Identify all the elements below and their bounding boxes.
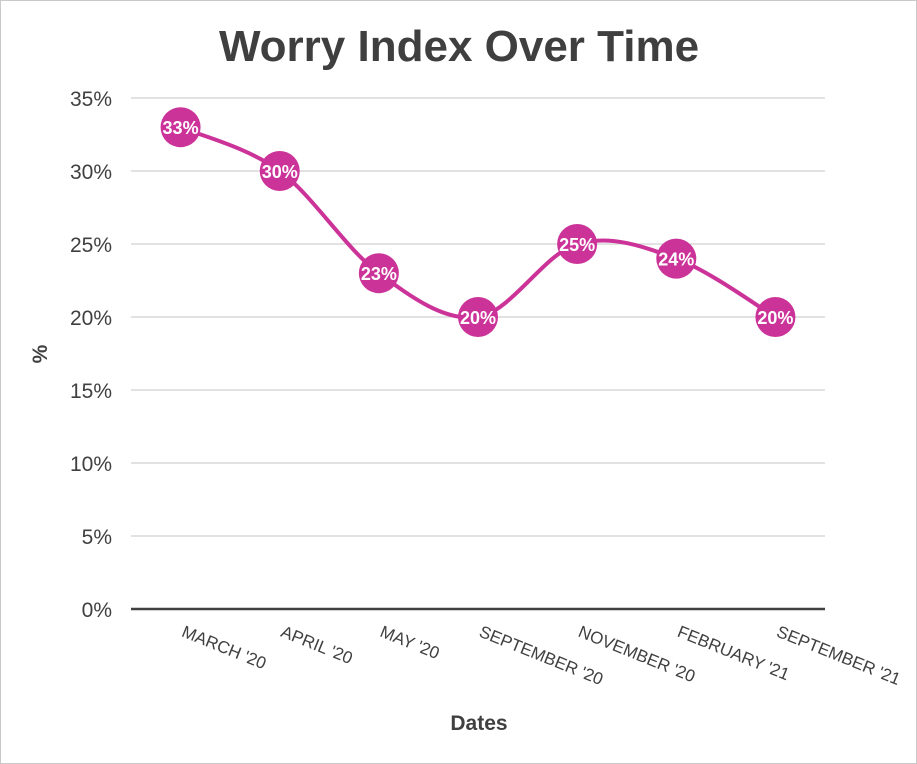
x-tick-label: APRIL '20	[278, 622, 355, 668]
y-tick-label: 5%	[82, 526, 112, 549]
y-axis-ticks: 0% 5% 10% 15% 20% 25% 30% 35%	[70, 88, 112, 622]
y-tick-label: 15%	[70, 380, 112, 403]
x-axis-title: Dates	[450, 712, 507, 735]
data-point-marker	[458, 297, 498, 337]
data-point-marker	[755, 297, 796, 337]
data-label: 20%	[757, 308, 793, 328]
data-point-marker	[259, 151, 300, 191]
y-tick-label: 10%	[70, 453, 112, 476]
x-tick-label: MARCH '20	[179, 622, 269, 673]
y-tick-label: 35%	[70, 88, 112, 111]
data-label: 23%	[361, 264, 397, 284]
data-label: 25%	[559, 235, 595, 255]
x-tick-label: MAY '20	[377, 622, 442, 663]
x-tick-label: SEPTEMBER '21	[774, 622, 903, 689]
data-markers	[160, 107, 796, 337]
y-axis-title: %	[29, 344, 52, 363]
y-tick-label: 0%	[82, 599, 112, 622]
data-point-marker	[656, 238, 697, 279]
y-tick-label: 25%	[70, 234, 112, 257]
data-label: 30%	[262, 162, 298, 182]
data-label: 33%	[163, 118, 199, 138]
x-axis-ticks: MARCH '20 APRIL '20 MAY '20 SEPTEMBER '20NO…	[179, 622, 903, 689]
data-label: 20%	[460, 308, 496, 328]
chart-title: Worry Index Over Time	[219, 22, 699, 71]
data-point-marker	[160, 107, 201, 148]
y-tick-label: 20%	[70, 307, 112, 330]
data-point-marker	[358, 253, 399, 294]
gridlines	[131, 97, 825, 537]
data-label: 24%	[658, 250, 694, 270]
y-tick-label: 30%	[70, 161, 112, 184]
data-point-marker	[557, 224, 598, 264]
data-labels: 33% 30% 23% 20% 25% 24% 20%	[163, 118, 794, 328]
